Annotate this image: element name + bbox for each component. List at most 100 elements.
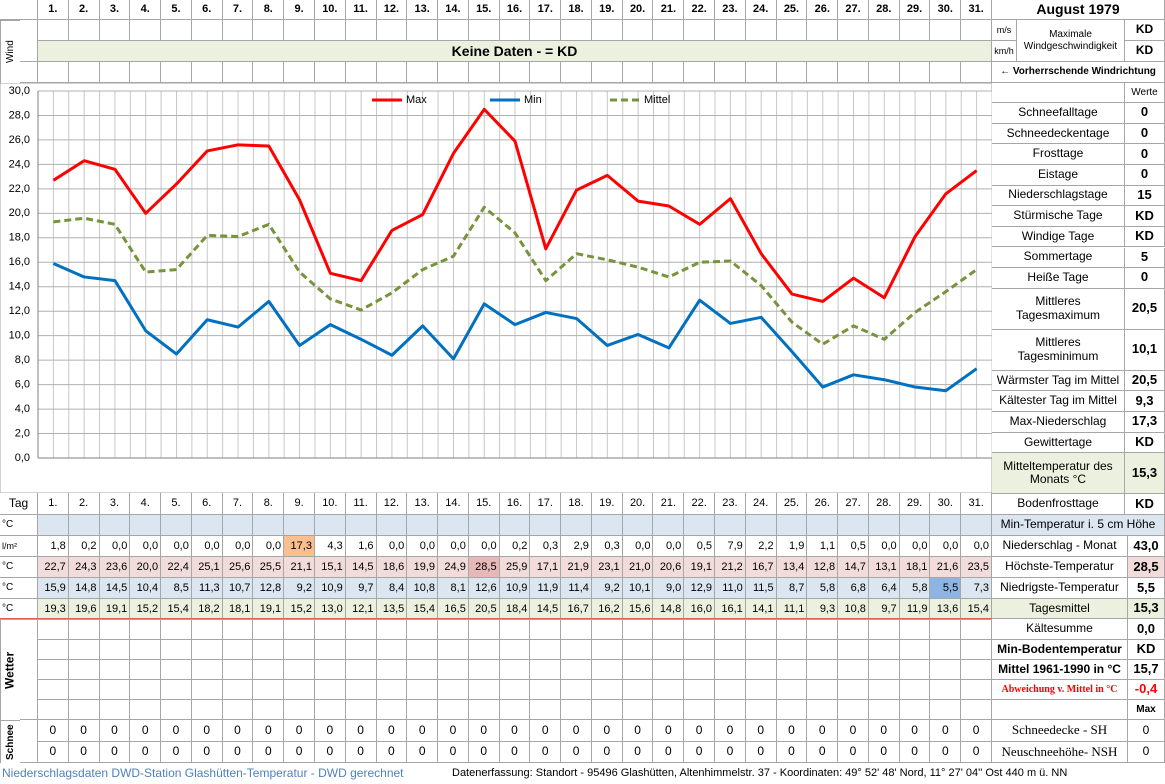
temp-cell: 25,1 [191, 557, 223, 578]
precip-cell: 1,6 [345, 536, 377, 557]
y-tick-label: 0,0 [15, 452, 30, 464]
wind-cell [715, 20, 746, 41]
weather-cell [314, 619, 346, 640]
footer-right: Datenerfassung: Standort - 95496 Glashüt… [452, 767, 1068, 780]
weather-cell [591, 619, 623, 640]
weather-cell [591, 660, 623, 680]
summary-label: Mittel 1961-1990 in °C [992, 660, 1128, 680]
temp-cell: 8,7 [776, 578, 808, 599]
weather-cell [68, 680, 100, 700]
day-label: 5. [161, 493, 192, 515]
temp-cell: 18,6 [376, 557, 408, 578]
weather-cell [253, 640, 285, 660]
temp-cell: 18,1 [222, 599, 254, 620]
weather-cell [161, 640, 192, 660]
temp-cell: 14,1 [745, 599, 777, 620]
snow-cell: 0 [807, 742, 839, 763]
temp-cell: 15,4 [407, 599, 439, 620]
weather-cell [68, 660, 100, 680]
temp-cell: 9,0 [653, 578, 685, 599]
weather-cell [961, 700, 992, 720]
stat-label: Mitteltemperatur des Monats °C [992, 453, 1125, 495]
weather-cell [684, 680, 716, 700]
stat-label: Kältester Tag im Mittel [992, 391, 1125, 413]
weather-cell [438, 660, 469, 680]
weather-cell [653, 619, 685, 640]
snow-cell: 0 [161, 720, 192, 742]
wind-cell [961, 62, 992, 83]
weather-cell [345, 660, 377, 680]
weather-cell [253, 660, 285, 680]
weather-cell [561, 700, 592, 720]
weather-cell [868, 680, 900, 700]
wind-cell [807, 20, 839, 41]
day-header: 9. [284, 0, 315, 20]
wind-cell [468, 20, 500, 41]
temp-cell: 21,9 [561, 557, 592, 578]
corner-cell [0, 0, 38, 20]
wind-cell [653, 20, 685, 41]
wind-cell [684, 62, 716, 83]
wind-cell [130, 20, 162, 41]
snow-cell: 0 [745, 720, 777, 742]
precip-cell: 0,3 [591, 536, 623, 557]
precip-cell: 0,0 [253, 536, 285, 557]
wind-cell [591, 62, 623, 83]
snow-cell: 0 [591, 720, 623, 742]
ground-cell [376, 515, 408, 536]
temp-cell: 20,5 [468, 599, 500, 620]
weather-cell [715, 619, 746, 640]
wind-cell [407, 20, 439, 41]
day-header: 27. [838, 0, 869, 20]
snow-cell: 0 [253, 742, 285, 763]
summary-value: KD [1128, 640, 1165, 660]
snow-cell: 0 [776, 742, 808, 763]
wind-cell [99, 20, 131, 41]
stat-value: KD [1125, 206, 1165, 227]
stat-label: Niederschlagstage [992, 185, 1125, 207]
wind-cell [345, 20, 377, 41]
wind-cell [745, 20, 777, 41]
weather-cell [284, 700, 315, 720]
temp-cell: 8,4 [376, 578, 408, 599]
weather-cell [499, 640, 531, 660]
stat-value: KD [1125, 494, 1165, 515]
ground-cell [591, 515, 623, 536]
temp-cell: 9,3 [807, 599, 839, 620]
temp-cell: 13,0 [314, 599, 346, 620]
legend-label: Min [524, 94, 542, 106]
precip-cell: 0,0 [899, 536, 931, 557]
temp-cell: 21,2 [715, 557, 746, 578]
precip-cell: 0,0 [468, 536, 500, 557]
day-header: 15. [468, 0, 500, 20]
temp-cell: 15,9 [38, 578, 69, 599]
y-tick-label: 18,0 [9, 232, 30, 244]
wind-cell [868, 20, 900, 41]
temp-cell: 6,4 [868, 578, 900, 599]
day-label: 26. [807, 493, 839, 515]
wind-cell [561, 20, 592, 41]
temp-cell: 11,1 [776, 599, 808, 620]
weather-cell [191, 619, 223, 640]
snow-cell: 0 [499, 742, 531, 763]
weather-cell [838, 680, 869, 700]
blank-cell [20, 619, 38, 720]
wind-cell [591, 20, 623, 41]
temp-cell: 16,0 [684, 599, 716, 620]
footer-left: Niederschlagsdaten DWD-Station Glashütte… [2, 765, 404, 780]
wind-label: Wind [0, 20, 20, 83]
weather-cell [622, 700, 654, 720]
precip-cell: 0,0 [930, 536, 962, 557]
temp-cell: 19,1 [99, 599, 131, 620]
weather-cell [653, 660, 685, 680]
temp-cell: 16,7 [561, 599, 592, 620]
separator [0, 618, 992, 619]
stat-value: 5 [1125, 247, 1165, 269]
stat-label: Sommertage [992, 247, 1125, 269]
snow-cell: 0 [468, 720, 500, 742]
day-label: 4. [130, 493, 162, 515]
temp-cell: 11,5 [745, 578, 777, 599]
precip-cell: 0,0 [622, 536, 654, 557]
weather-cell [899, 680, 931, 700]
